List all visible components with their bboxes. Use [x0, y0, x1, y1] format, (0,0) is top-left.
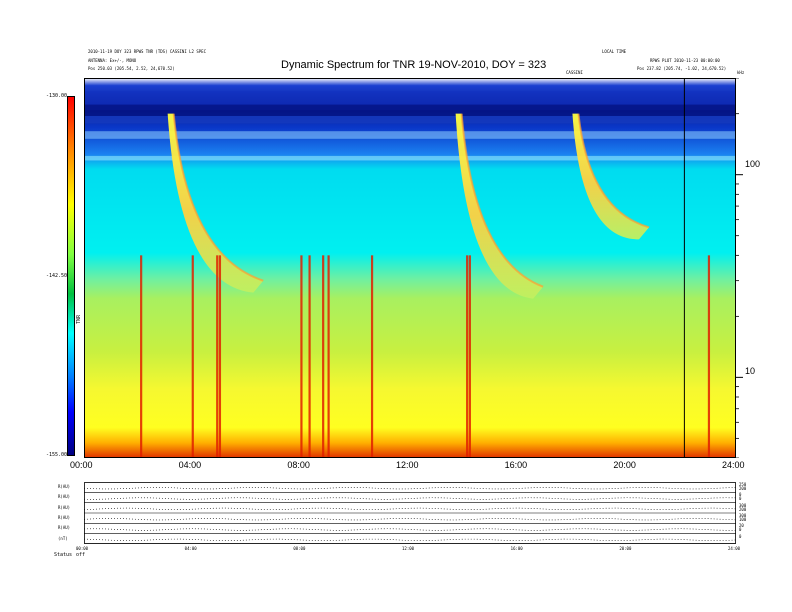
status-value: off: [76, 552, 86, 558]
ephemeris-row-label: R(AU): [58, 494, 71, 500]
ephemeris-row-scale: 250: [739, 482, 747, 487]
ephemeris-trace: [84, 507, 736, 510]
ephemeris-x-tick-label: 04:00: [184, 546, 197, 551]
spike-6: [322, 255, 325, 458]
header-meta-right-1: RPWS PLOT 2010-11-23 00:00:00: [650, 58, 720, 63]
y-tick-label-10: 10: [745, 366, 756, 376]
ephemeris-row-label: R(AU): [58, 515, 71, 520]
ephemeris-row-scale: 300: [739, 502, 747, 508]
header-meta-right-0: LOCAL TIME: [602, 49, 627, 54]
plot-frame: [84, 78, 736, 458]
ephemeris-row-scale: 200: [739, 506, 747, 512]
x-tick-label: 24:00: [722, 460, 745, 470]
x-tick-label: 20:00: [613, 460, 636, 470]
ephemeris-x-tick-label: 20:00: [619, 546, 632, 551]
chart-title: Dynamic Spectrum for TNR 19-NOV-2010, DO…: [281, 59, 547, 71]
spike-3: [218, 255, 222, 458]
sweeping-burst-0: [167, 113, 264, 293]
colorbar: [67, 96, 75, 456]
ephemeris-trace: [84, 487, 736, 490]
band-stripe-3: [84, 131, 736, 139]
spike-10: [468, 255, 471, 458]
header-meta-left-3: Pos 250.03 (205.54, 2.52, 24,670.52): [88, 66, 175, 71]
spike-9: [466, 255, 469, 458]
sweeping-burst-core-1: [460, 113, 544, 288]
ephemeris-row-scale: 0: [739, 527, 742, 533]
ephemeris-row-scale: 20: [739, 523, 744, 529]
colorbar-tick-top: -130.00: [46, 93, 68, 99]
y-tick-label-100: 100: [745, 159, 761, 169]
y-axis-right: [736, 78, 743, 458]
ephemeris-trace: [84, 518, 736, 521]
spike-2: [216, 255, 219, 458]
spike-0: [140, 255, 143, 458]
ephemeris-x-tick-label: 16:00: [510, 546, 523, 551]
ephemeris-panel: [84, 482, 736, 544]
sweeping-burst-core-2: [577, 113, 650, 229]
x-tick-label: 00:00: [70, 460, 93, 470]
ephemeris-row-label: R(AU): [58, 525, 71, 531]
spike-5: [308, 255, 311, 458]
ephemeris-row-label: R(AU): [58, 504, 71, 510]
header-meta-left-2: ANTENNA: Ex+/-, MONO: [88, 58, 137, 63]
y-unit-label: kHz: [737, 70, 745, 75]
band-stripe-2: [84, 116, 736, 124]
x-tick-label: 04:00: [178, 460, 202, 470]
ephemeris-x-tick-label: 08:00: [293, 546, 306, 551]
status-label: Status: [54, 552, 73, 558]
ephemeris-x-tick-label: 24:00: [728, 546, 741, 551]
header-meta-right-2: Pos 237.82 (205.74, -1.02, 24,670.52): [637, 66, 727, 71]
spectrogram-plot: [84, 78, 736, 458]
sweeping-burst-1: [455, 113, 544, 299]
x-tick-label: 08:00: [287, 460, 310, 470]
band-stripe-4: [84, 155, 736, 161]
ephemeris-trace: [84, 497, 736, 500]
header-center-label: CASSINI: [566, 70, 583, 75]
spectrogram-features: [84, 78, 736, 458]
sweeping-burst-2: [572, 113, 650, 240]
header-meta-left-1: 2010-11-19 DOY 323 RPWS TNR (TDS) CASSIN…: [88, 49, 207, 54]
spike-11: [707, 255, 711, 458]
ephemeris-row-scale: 100: [739, 517, 747, 522]
x-tick-label: 12:00: [396, 460, 419, 470]
spike-1: [191, 255, 194, 458]
spike-4: [300, 255, 303, 458]
ephemeris-x-tick-label: 12:00: [402, 546, 415, 551]
ephemeris-x-tick-label: 00:00: [76, 546, 89, 551]
ephemeris-row-label: (nT): [58, 535, 68, 541]
spike-8: [370, 255, 374, 458]
colorbar-tick-bottom: -155.00: [46, 452, 68, 458]
ephemeris-trace: [84, 538, 736, 541]
colorbar-tick-mid: -142.50: [46, 273, 68, 279]
spike-7: [327, 255, 330, 458]
ephemeris-row-scale: 0: [739, 496, 742, 502]
sweeping-burst-core-0: [172, 113, 264, 282]
ephemeris-row-scale: 0: [739, 533, 742, 539]
ephemeris-row-scale: 0: [739, 492, 742, 498]
colorbar-label: TNR: [76, 314, 82, 324]
ephemeris-row-label: R(AU): [58, 484, 71, 489]
x-tick-label: 16:00: [504, 460, 528, 470]
ephemeris-row-scale: 300: [739, 513, 747, 518]
ephemeris-trace: [84, 528, 736, 531]
ephemeris-row-scale: 200: [739, 486, 747, 491]
